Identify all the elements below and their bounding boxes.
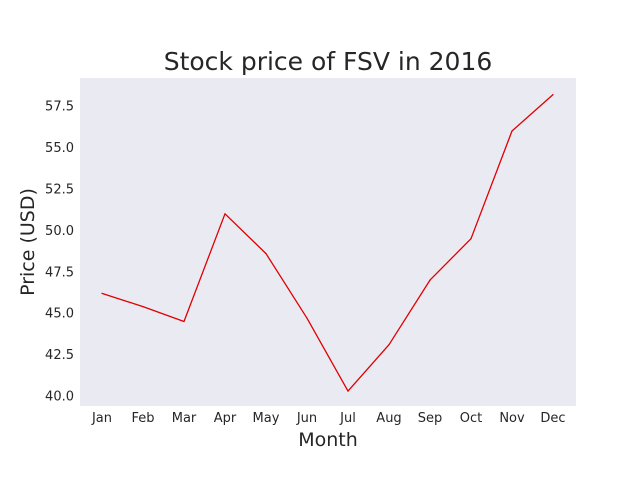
data-point-mar	[183, 320, 185, 323]
y-tick-label: 45.0	[45, 307, 74, 322]
x-tick-label: Jan	[91, 411, 112, 426]
y-axis-label: Price (USD)	[17, 188, 39, 296]
x-tick-label: Mar	[172, 411, 197, 426]
x-tick-label: Oct	[460, 411, 482, 426]
y-tick-label: 52.5	[45, 182, 74, 197]
x-tick-label: Sep	[418, 411, 443, 426]
data-point-may	[265, 252, 267, 255]
x-tick-label: Nov	[499, 411, 525, 426]
y-tick-label: 57.5	[45, 100, 74, 115]
data-point-jul	[347, 390, 349, 392]
x-tick-label: Dec	[540, 411, 565, 426]
data-point-nov	[511, 130, 513, 132]
y-tick-labels: 40.0 42.5 45.0 47.5 50.0 52.5 55.0 57.5	[45, 100, 74, 405]
data-point-jun	[306, 317, 308, 319]
x-tick-label: Apr	[214, 411, 237, 426]
series-line-fsv	[101, 94, 554, 392]
data-point-apr	[224, 213, 226, 215]
chart-title: Stock price of FSV in 2016	[164, 47, 493, 76]
x-tick-label: Feb	[131, 411, 154, 426]
x-axis-label: Month	[298, 429, 358, 451]
data-point-feb	[142, 306, 144, 308]
series-layer	[101, 93, 554, 392]
y-tick-label: 50.0	[45, 224, 74, 239]
data-point-oct	[470, 238, 472, 240]
data-point-jan	[101, 292, 103, 294]
y-tick-label: 42.5	[45, 348, 74, 363]
data-point-sep	[429, 279, 431, 281]
x-tick-label: Aug	[376, 411, 401, 426]
x-tick-label: May	[253, 411, 280, 426]
plot-area	[80, 78, 576, 406]
x-tick-labels: Jan Feb Mar Apr May Jun Jul Aug Sep Oct Nov Dec	[91, 411, 566, 426]
x-tick-label: Jun	[296, 411, 317, 426]
y-tick-label: 55.0	[45, 141, 74, 156]
data-point-aug	[388, 344, 390, 346]
x-tick-label: Jul	[339, 411, 356, 426]
y-tick-label: 40.0	[45, 390, 74, 405]
y-tick-label: 47.5	[45, 265, 74, 280]
data-point-dec	[552, 93, 554, 96]
